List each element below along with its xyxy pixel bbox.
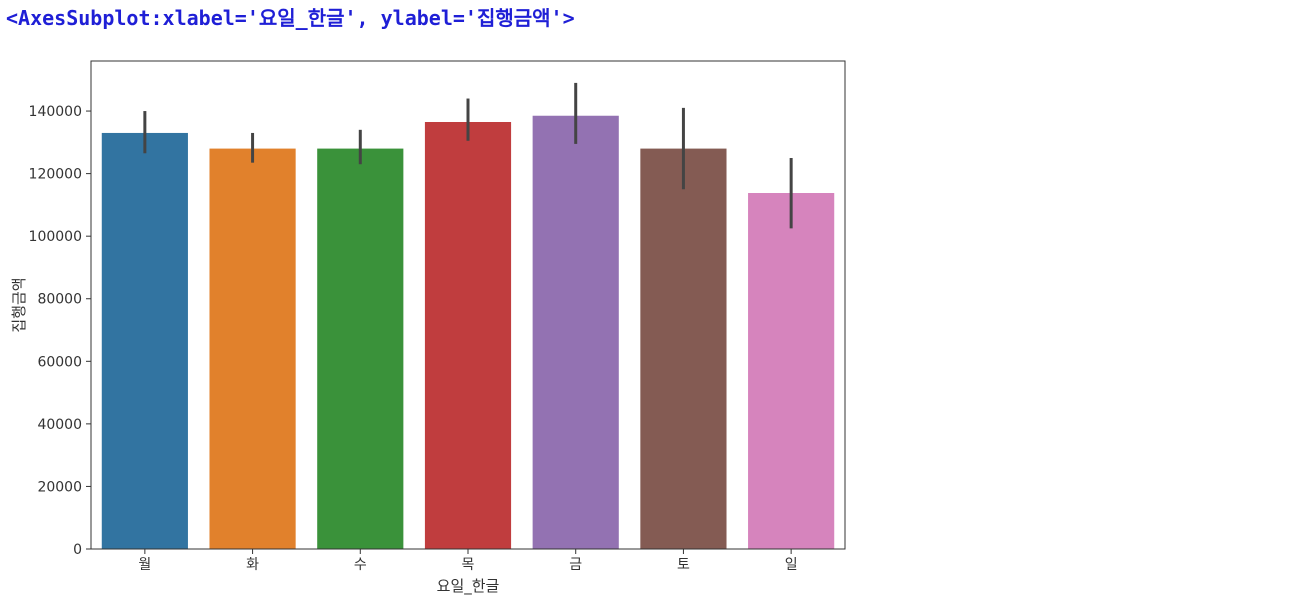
x-tick-label: 수 [354, 557, 367, 573]
y-tick-label: 100000 [29, 229, 82, 245]
bar-4 [424, 122, 512, 549]
x-tick-label: 월 [138, 557, 151, 573]
y-tick-label: 140000 [29, 104, 82, 120]
y-tick-label: 20000 [37, 479, 82, 495]
y-tick-label: 60000 [37, 354, 82, 370]
plot-frame [90, 60, 846, 550]
y-axis-label: 집행금액 [10, 277, 28, 332]
x-tick-label: 금 [569, 557, 582, 573]
x-tick-label: 토 [677, 557, 690, 573]
axes-layer: 월 화 수 목 금 토 일 0 20000 40000 60000 80000 100000 120000… [29, 60, 846, 573]
output-repr-text: <AxesSubplot:xlabel='요일_한글', ylabel='집행금… [6, 6, 575, 30]
bar-1 [101, 132, 188, 549]
x-tick-label: 목 [462, 557, 475, 573]
bar-3 [317, 148, 404, 550]
y-tick-label: 120000 [29, 167, 82, 183]
x-axis-label: 요일_한글 [437, 577, 500, 596]
error-bars-layer [143, 82, 793, 229]
y-tick-label: 40000 [37, 417, 82, 433]
bar-5 [532, 115, 619, 549]
bar-2 [209, 148, 296, 550]
y-tick-label: 80000 [37, 292, 82, 308]
bar-7 [748, 193, 835, 549]
y-tick-label: 0 [73, 542, 82, 558]
x-tick-label: 화 [246, 557, 259, 573]
x-tick-label: 일 [785, 557, 798, 573]
bar-6 [640, 148, 727, 550]
bars-layer [101, 115, 835, 550]
